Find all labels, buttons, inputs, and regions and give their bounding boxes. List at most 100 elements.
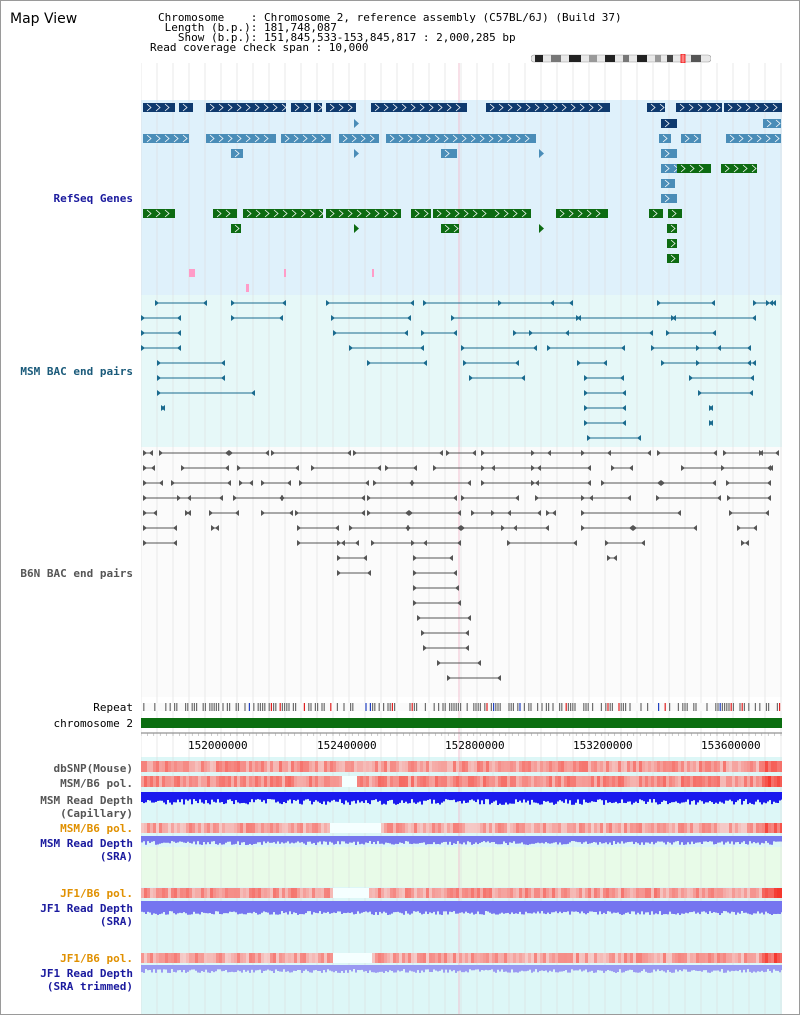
- read-depth-bar: [175, 901, 177, 915]
- polymorphism-cell: [153, 888, 156, 898]
- bac-end-marker: [621, 345, 625, 351]
- polymorphism-cell: [543, 823, 546, 833]
- bac-end-marker: [535, 495, 539, 501]
- polymorphism-cell: [666, 888, 669, 898]
- read-depth-bar: [193, 836, 195, 842]
- track-label-msm-bac[interactable]: MSM BAC end pairs: [20, 365, 133, 378]
- gene-arrow: [763, 103, 769, 112]
- genome-tracks[interactable]: [141, 63, 782, 1014]
- read-depth-bar: [195, 965, 197, 971]
- track-label-b6n-bac[interactable]: B6N BAC end pairs: [20, 567, 133, 580]
- read-depth-bar: [173, 965, 175, 972]
- read-depth-bar: [325, 792, 327, 805]
- polymorphism-cell: [717, 761, 720, 772]
- read-depth-bar: [573, 965, 575, 971]
- read-depth-bar: [417, 836, 419, 844]
- repeat-element: [187, 703, 189, 711]
- track-label-jf1-depth-trim-1[interactable]: JF1 Read Depth: [40, 967, 133, 980]
- repeat-element: [600, 703, 602, 711]
- read-depth-bar: [149, 836, 151, 843]
- polymorphism-cell: [765, 888, 768, 898]
- bac-end-marker: [295, 510, 299, 516]
- read-depth-bar: [147, 901, 149, 912]
- read-depth-bar: [707, 965, 709, 973]
- gene-arrow: [664, 179, 670, 188]
- track-label-repeat[interactable]: Repeat: [93, 701, 133, 714]
- polymorphism-cell: [201, 761, 204, 772]
- read-depth-bar: [623, 792, 625, 803]
- bac-end-marker: [297, 525, 301, 531]
- b6n-bac-track[interactable]: [143, 450, 779, 681]
- polymorphism-cell: [429, 776, 432, 787]
- read-depth-bar: [341, 836, 343, 842]
- track-label-jf1-depth-sra-1[interactable]: JF1 Read Depth: [40, 902, 133, 915]
- read-depth-bar: [241, 965, 243, 973]
- read-depth-bar: [695, 792, 697, 805]
- polymorphism-cell: [756, 761, 759, 772]
- read-depth-bar: [385, 965, 387, 972]
- gene-feature: [668, 209, 682, 218]
- polymorphism-cell: [366, 761, 369, 772]
- bac-end-marker: [209, 510, 213, 516]
- polymorphism-cell: [198, 953, 201, 963]
- heatmap-tracks[interactable]: [141, 761, 782, 973]
- bac-end-marker: [311, 465, 315, 471]
- polymorphism-cell: [411, 823, 414, 833]
- chromosome-ideogram[interactable]: [531, 54, 711, 63]
- read-depth-bar: [661, 836, 663, 842]
- polymorphism-cell: [732, 953, 735, 963]
- read-depth-bar: [771, 965, 773, 973]
- read-depth-bar: [695, 965, 697, 971]
- read-depth-bar: [715, 901, 717, 913]
- polymorphism-cell: [405, 761, 408, 772]
- refseq-genes-track[interactable]: [143, 103, 782, 292]
- repeat-element: [457, 703, 459, 711]
- read-depth-bar: [725, 901, 727, 912]
- polymorphism-cell: [399, 823, 402, 833]
- read-depth-bar: [415, 901, 417, 912]
- track-label-jf1-depth-trim-2: (SRA trimmed): [46, 980, 133, 993]
- track-label-jf1-b6-pol-2[interactable]: JF1/B6 pol.: [60, 952, 133, 965]
- read-depth-bar: [253, 792, 255, 803]
- track-label-dbsnp[interactable]: dbSNP(Mouse): [53, 762, 133, 775]
- polymorphism-cell: [249, 776, 252, 787]
- track-label-msm-b6-pol-2[interactable]: MSM/B6 pol.: [60, 822, 133, 835]
- repeat-track[interactable]: [141, 703, 782, 711]
- read-depth-bar: [377, 836, 379, 842]
- read-depth-bar: [297, 901, 299, 915]
- read-depth-bar: [299, 901, 301, 915]
- read-depth-bar: [403, 965, 405, 970]
- read-depth-bar: [525, 792, 527, 803]
- polymorphism-cell: [609, 953, 612, 963]
- track-label-refseq[interactable]: RefSeq Genes: [53, 192, 133, 205]
- gene-feature: [667, 224, 677, 233]
- polymorphism-cell: [705, 761, 708, 772]
- read-depth-bar: [221, 965, 223, 972]
- polymorphism-cell: [339, 823, 342, 833]
- polymorphism-cell: [363, 823, 366, 833]
- track-label-jf1-b6-pol-1[interactable]: JF1/B6 pol.: [60, 887, 133, 900]
- bac-end-marker: [341, 540, 345, 546]
- repeat-element: [669, 703, 671, 711]
- read-depth-bar: [353, 965, 355, 970]
- read-depth-bar: [631, 836, 633, 842]
- msm-bac-track[interactable]: [141, 300, 776, 441]
- polymorphism-cell: [714, 776, 717, 787]
- repeat-element: [369, 703, 371, 711]
- track-label-msm-depth-cap-1[interactable]: MSM Read Depth: [40, 794, 133, 807]
- polymorphism-cell: [690, 823, 693, 833]
- read-depth-bar: [171, 965, 173, 970]
- polymorphism-cell: [231, 776, 234, 787]
- read-depth-bar: [421, 792, 423, 805]
- read-depth-bar: [213, 792, 215, 802]
- polymorphism-cell: [726, 823, 729, 833]
- track-label-msm-depth-sra-1[interactable]: MSM Read Depth: [40, 837, 133, 850]
- read-depth-bar: [727, 901, 729, 913]
- read-depth-bar: [237, 792, 239, 803]
- polymorphism-cell: [588, 888, 591, 898]
- vertical-scrollbar[interactable]: [786, 1, 798, 1014]
- polymorphism-cell: [336, 776, 339, 787]
- read-depth-bar: [627, 836, 629, 843]
- track-label-msm-b6-pol[interactable]: MSM/B6 pol.: [60, 777, 133, 790]
- polymorphism-cell: [564, 953, 567, 963]
